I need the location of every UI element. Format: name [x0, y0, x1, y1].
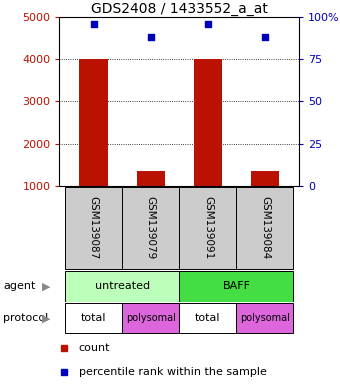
Point [91, 22, 97, 28]
Text: GSM139087: GSM139087 [89, 197, 99, 260]
Text: agent: agent [3, 281, 36, 291]
Bar [251, 171, 279, 186]
Text: GSM139079: GSM139079 [146, 197, 156, 260]
Bar [193, 59, 222, 186]
Point [205, 22, 210, 28]
FancyBboxPatch shape [236, 187, 293, 270]
FancyBboxPatch shape [65, 271, 179, 301]
Text: ▶: ▶ [41, 281, 50, 291]
Title: GDS2408 / 1433552_a_at: GDS2408 / 1433552_a_at [91, 2, 268, 16]
Point [262, 34, 268, 40]
Point [148, 34, 154, 40]
FancyBboxPatch shape [122, 303, 179, 333]
Text: protocol: protocol [3, 313, 49, 323]
Text: ▶: ▶ [41, 313, 50, 323]
Text: count: count [79, 343, 110, 353]
FancyBboxPatch shape [179, 187, 236, 270]
Text: total: total [81, 313, 106, 323]
Text: total: total [195, 313, 221, 323]
Text: untreated: untreated [95, 281, 150, 291]
Text: BAFF: BAFF [222, 281, 251, 291]
FancyBboxPatch shape [65, 303, 122, 333]
FancyBboxPatch shape [122, 187, 179, 270]
Bar [137, 171, 165, 186]
Text: percentile rank within the sample: percentile rank within the sample [79, 366, 267, 377]
Text: polysomal: polysomal [240, 313, 290, 323]
FancyBboxPatch shape [236, 303, 293, 333]
FancyBboxPatch shape [179, 271, 293, 301]
FancyBboxPatch shape [65, 187, 122, 270]
FancyBboxPatch shape [179, 303, 236, 333]
Bar [80, 59, 108, 186]
Text: polysomal: polysomal [126, 313, 176, 323]
Text: GSM139091: GSM139091 [203, 197, 213, 260]
Text: GSM139084: GSM139084 [260, 197, 270, 260]
